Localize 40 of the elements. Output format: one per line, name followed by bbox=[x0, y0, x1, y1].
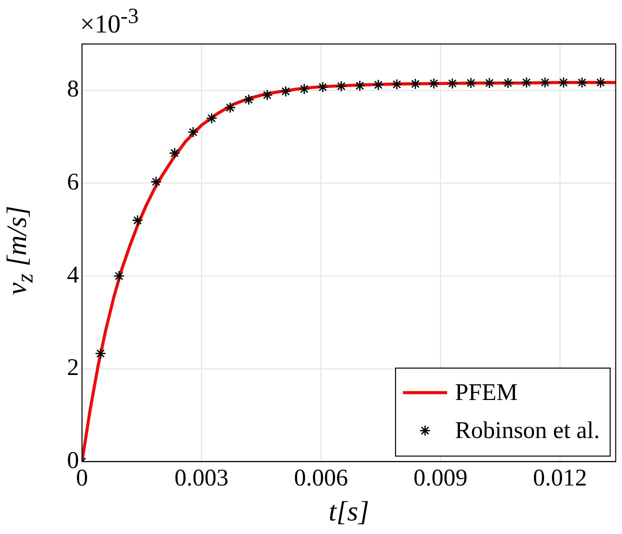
point bbox=[484, 77, 496, 89]
point bbox=[187, 126, 199, 138]
point bbox=[113, 270, 125, 282]
point bbox=[558, 76, 570, 88]
point bbox=[206, 112, 218, 124]
y-tick-label: 8 bbox=[67, 76, 79, 103]
point bbox=[280, 86, 292, 97]
x-tick-label: 0.006 bbox=[294, 465, 348, 492]
x-tick-label: 0.012 bbox=[532, 465, 587, 492]
point bbox=[354, 80, 366, 92]
point bbox=[336, 80, 347, 92]
point bbox=[94, 348, 106, 360]
point bbox=[372, 79, 384, 90]
x-tick-label: 0.009 bbox=[413, 465, 468, 492]
point bbox=[428, 78, 440, 90]
point bbox=[150, 176, 162, 188]
point bbox=[446, 78, 458, 90]
point bbox=[391, 78, 402, 90]
point bbox=[132, 214, 144, 226]
point bbox=[502, 77, 514, 89]
legend-label: PFEM bbox=[455, 380, 518, 406]
y-tick-label: 6 bbox=[67, 169, 79, 196]
point bbox=[594, 76, 606, 88]
point bbox=[317, 82, 328, 93]
y-tick-label: 2 bbox=[67, 355, 79, 382]
y-tick-label: 4 bbox=[67, 262, 79, 288]
point bbox=[465, 77, 477, 89]
point bbox=[168, 147, 180, 159]
x-axis-title: t[s] bbox=[328, 496, 370, 528]
point bbox=[298, 83, 310, 95]
point bbox=[520, 76, 532, 88]
point bbox=[576, 76, 588, 88]
point bbox=[262, 89, 273, 101]
legend-label: Robinson et al. bbox=[455, 418, 600, 444]
text: ×10$^{-3}$ bbox=[80, 4, 139, 40]
x-tick-label: 0.003 bbox=[174, 465, 228, 492]
point bbox=[224, 102, 236, 114]
point bbox=[539, 76, 551, 88]
point bbox=[410, 78, 422, 90]
point bbox=[243, 94, 254, 106]
